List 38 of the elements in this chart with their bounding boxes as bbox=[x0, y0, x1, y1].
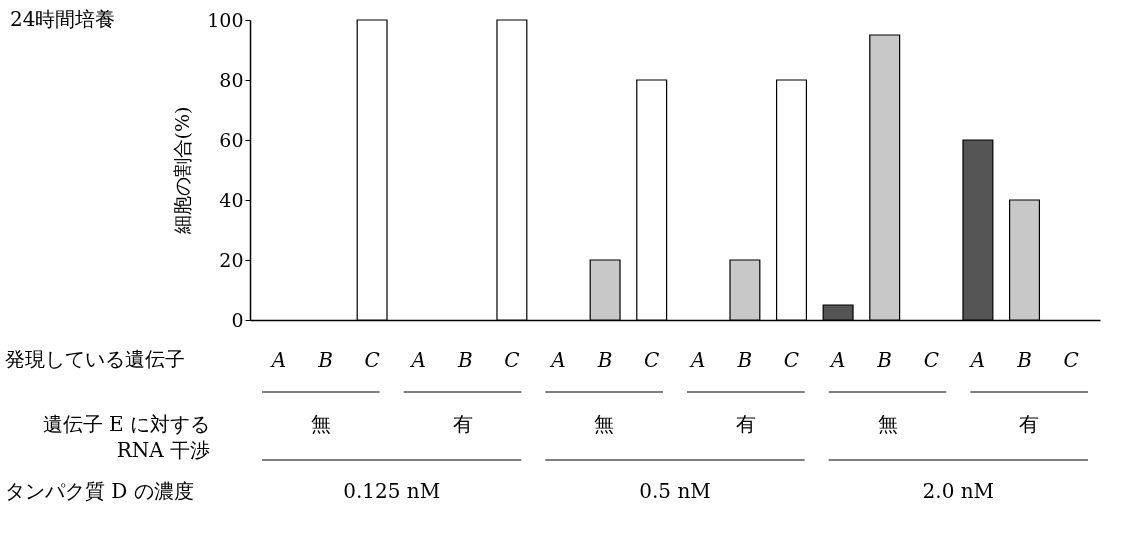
x-tick-label: C bbox=[644, 347, 660, 372]
text: 有 bbox=[1019, 412, 1040, 436]
text: 有 bbox=[735, 412, 756, 436]
x-tick-label: B bbox=[736, 347, 753, 372]
y-tick-label: 40 bbox=[219, 188, 244, 211]
x-tick-label: A bbox=[689, 347, 706, 372]
y-tick-label: 20 bbox=[219, 248, 244, 271]
text: 有 bbox=[452, 412, 473, 436]
y-tick-label: 0 bbox=[231, 308, 244, 331]
y-tick-label: 100 bbox=[207, 8, 244, 31]
x-tick-label: B bbox=[456, 347, 473, 372]
text: 24時間培養 bbox=[10, 7, 116, 31]
text: 発現している遺伝子 bbox=[5, 347, 185, 371]
text: 2.0 nM bbox=[922, 479, 995, 503]
text: 無 bbox=[594, 412, 615, 436]
x-tick-label: C bbox=[364, 347, 380, 372]
y-tick-label: 60 bbox=[219, 128, 244, 151]
x-tick-label: A bbox=[269, 347, 287, 372]
text: タンパク質 D の濃度 bbox=[5, 479, 194, 503]
x-tick-label: A bbox=[549, 347, 566, 372]
x-tick-label: B bbox=[596, 347, 613, 372]
text: 遺伝子 E に対する RNA 干渉 bbox=[42, 412, 210, 462]
x-tick-label: A bbox=[409, 347, 426, 372]
text: 0.5 nM bbox=[639, 479, 711, 503]
x-tick-label: C bbox=[783, 347, 800, 372]
text: 0.125 nM bbox=[343, 479, 441, 503]
x-tick-label: A bbox=[968, 347, 986, 372]
x-tick-label: A bbox=[828, 347, 846, 372]
x-tick-label: B bbox=[1016, 347, 1032, 372]
x-tick-label: C bbox=[504, 347, 520, 372]
text: 無 bbox=[310, 412, 331, 436]
y-axis-title: 細胞の割合(%) bbox=[171, 106, 194, 236]
x-tick-label: C bbox=[1063, 347, 1079, 372]
text: 無 bbox=[877, 412, 898, 436]
x-tick-label: C bbox=[923, 347, 939, 372]
x-tick-label: B bbox=[876, 347, 893, 372]
y-tick-label: 80 bbox=[219, 68, 244, 91]
x-tick-label: B bbox=[317, 347, 333, 372]
